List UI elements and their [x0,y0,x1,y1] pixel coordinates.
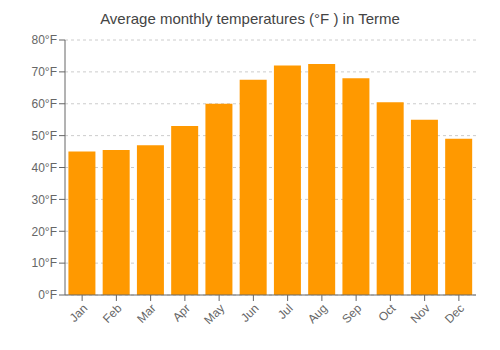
svg-text:Nov: Nov [408,301,433,326]
svg-text:Sep: Sep [339,301,364,326]
svg-text:30°F: 30°F [32,193,57,207]
svg-text:May: May [201,301,227,327]
svg-text:Mar: Mar [134,301,159,326]
svg-text:Jul: Jul [275,301,296,322]
svg-text:20°F: 20°F [32,225,57,239]
svg-text:40°F: 40°F [32,161,57,175]
svg-text:Oct: Oct [375,301,399,325]
svg-text:0°F: 0°F [38,288,57,302]
svg-text:70°F: 70°F [32,65,57,79]
svg-text:80°F: 80°F [32,33,57,47]
svg-text:Dec: Dec [442,301,467,326]
svg-text:Jan: Jan [67,301,91,325]
svg-text:60°F: 60°F [32,97,57,111]
svg-text:Jun: Jun [238,301,262,325]
svg-text:Feb: Feb [100,301,125,326]
svg-text:10°F: 10°F [32,256,57,270]
svg-text:Aug: Aug [305,301,330,326]
svg-text:50°F: 50°F [32,129,57,143]
svg-text:Apr: Apr [170,301,193,324]
html-text:Average monthly temperatures (: Average monthly temperatures (°F ) in Te… [100,10,400,27]
